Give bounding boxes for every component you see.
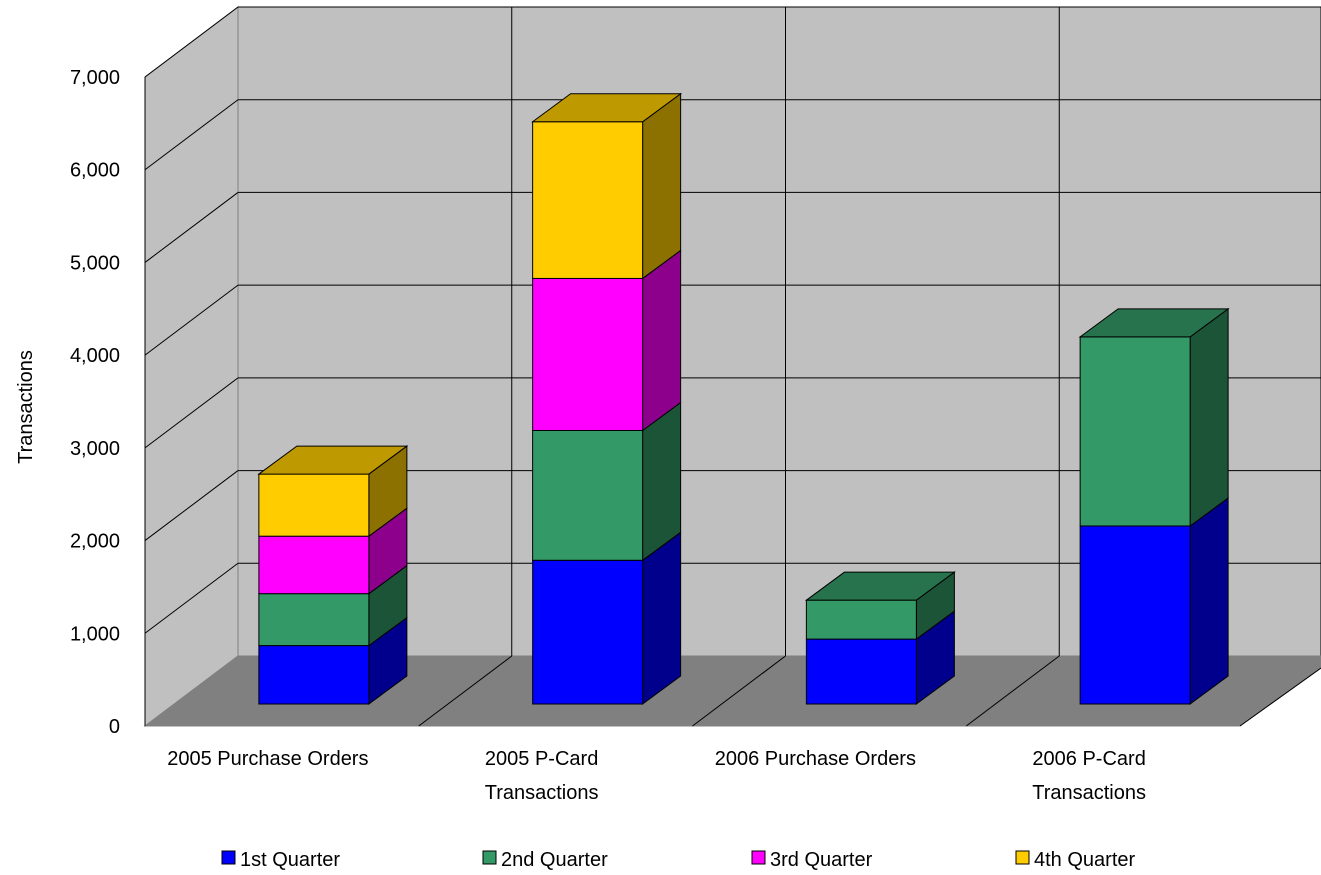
y-tick-label: 1,000 xyxy=(70,623,120,645)
gridline-side xyxy=(144,192,239,263)
bar-top-1 xyxy=(257,445,409,475)
legend-swatch-2 xyxy=(482,850,497,865)
category-label: Transactions xyxy=(1032,782,1146,804)
side-wall xyxy=(144,5,239,728)
bar-side-2-4 xyxy=(642,92,682,280)
y-tick-label: 4,000 xyxy=(70,345,120,367)
y-tick-label: 0 xyxy=(109,716,120,738)
y-axis-label: Transactions xyxy=(15,350,37,464)
bar-side-2-3 xyxy=(642,249,682,432)
y-tick-label: 7,000 xyxy=(70,67,120,89)
gridline-side xyxy=(144,470,239,541)
bar-top-2 xyxy=(531,93,683,123)
y-tick-label: 3,000 xyxy=(70,438,120,460)
category-label: Transactions xyxy=(485,782,599,804)
bar-segment-2-2 xyxy=(532,429,644,561)
bar-segment-3-2 xyxy=(805,599,917,640)
bar-segment-2-3 xyxy=(532,277,644,431)
legend-swatch-4 xyxy=(1015,850,1030,865)
category-label: 2006 Purchase Orders xyxy=(715,748,916,770)
x-axis-categories: 2005 Purchase Orders 2005 P-Card Transacti… xyxy=(167,748,1146,804)
bar-segment-2-4 xyxy=(532,121,644,279)
legend-label-1: 1st Quarter xyxy=(240,849,340,871)
legend-swatch-3 xyxy=(751,850,766,865)
floor-divider xyxy=(418,655,513,727)
legend: 1st Quarter 2nd Quarter 3rd Quarter 4th Qua… xyxy=(221,849,1136,871)
bar-segment-2-1 xyxy=(532,559,644,705)
bar-segment-4-2 xyxy=(1079,336,1191,527)
legend-label-3: 3rd Quarter xyxy=(770,849,873,871)
category-label: 2006 P-Card xyxy=(1032,748,1145,770)
bar-side-4-1 xyxy=(1189,496,1229,705)
chart-walls xyxy=(143,5,1321,728)
floor-divider xyxy=(965,655,1060,727)
bar-segment-3-1 xyxy=(805,638,917,705)
floor xyxy=(143,655,1321,727)
gridline-side xyxy=(144,377,239,449)
bar-segment-1-4 xyxy=(258,473,370,537)
bar-side-2-1 xyxy=(642,531,682,705)
gridline-side xyxy=(144,562,239,634)
bar-segment-1-1 xyxy=(258,645,370,705)
bars xyxy=(257,92,1230,705)
category-label: 2005 P-Card xyxy=(485,748,598,770)
gridline-side xyxy=(144,6,239,78)
bar-top-4 xyxy=(1078,308,1230,338)
y-tick-label: 2,000 xyxy=(70,531,120,553)
y-tick-label: 6,000 xyxy=(70,160,120,182)
bar-segment-1-2 xyxy=(258,593,370,647)
y-axis-ticks: 0 1,000 2,000 3,000 4,000 5,000 6,000 7,000 xyxy=(70,67,120,738)
bar-segment-1-3 xyxy=(258,535,370,595)
floor-edge xyxy=(1239,667,1321,727)
bar-segment-4-1 xyxy=(1079,525,1191,705)
category-label: 2005 Purchase Orders xyxy=(167,748,368,770)
legend-label-2: 2nd Quarter xyxy=(501,849,608,871)
y-tick-label: 5,000 xyxy=(70,252,120,274)
gridline-side xyxy=(144,99,239,171)
floor-divider xyxy=(692,655,786,727)
legend-swatch-1 xyxy=(221,850,236,865)
gridline-side xyxy=(144,284,239,356)
bar-side-4-2 xyxy=(1189,307,1229,527)
bar-top-3 xyxy=(804,571,956,601)
legend-label-4: 4th Quarter xyxy=(1034,849,1136,871)
